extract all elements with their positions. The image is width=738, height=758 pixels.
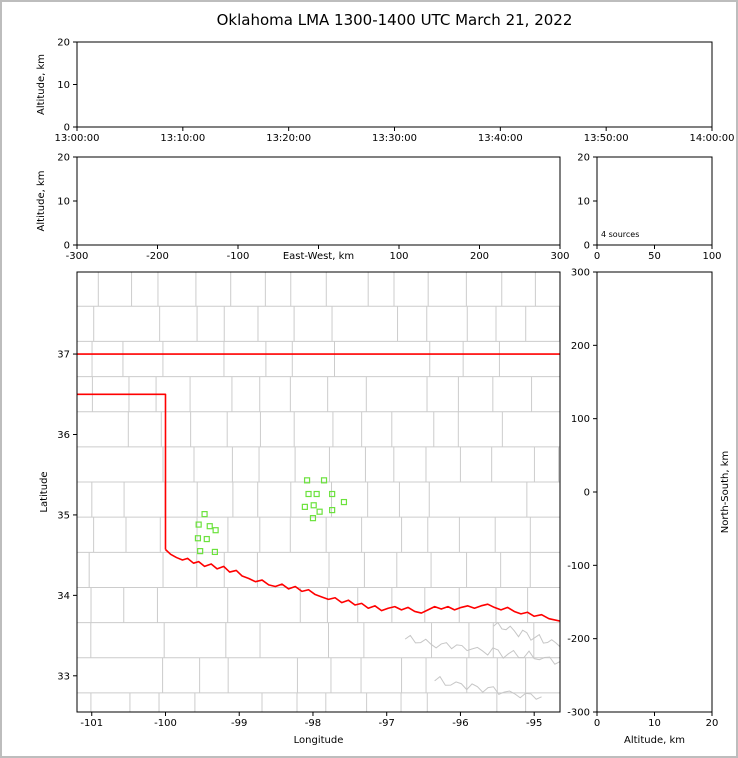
eastwest-axis-label: East-West, km bbox=[283, 251, 354, 262]
panel-source-histogram bbox=[596, 156, 713, 246]
latitude-axis-label: Latitude bbox=[39, 471, 50, 512]
state-borders bbox=[77, 353, 560, 622]
x-tick-label: 0 bbox=[594, 718, 600, 729]
lma-source-marker bbox=[310, 502, 317, 509]
x-tick-label: 100 bbox=[702, 251, 721, 262]
red-river-border bbox=[164, 548, 560, 622]
lma-source-marker bbox=[329, 490, 336, 498]
y-tick-label: -200 bbox=[567, 634, 590, 645]
lma-source-marker bbox=[203, 535, 210, 543]
y-tick-label: -100 bbox=[567, 561, 590, 572]
y-tick-label: 0 bbox=[64, 123, 70, 134]
y-tick-label: 0 bbox=[584, 241, 590, 252]
lma-source-marker bbox=[194, 535, 202, 542]
lma-source-marker bbox=[206, 523, 213, 530]
panel-time-altitude bbox=[76, 41, 713, 128]
y-tick-label: 33 bbox=[57, 671, 70, 682]
y-tick-label: 0 bbox=[64, 241, 70, 252]
panel-plan-view bbox=[76, 271, 561, 713]
x-tick-label: -98 bbox=[305, 718, 321, 729]
time-tick-label: 13:20:00 bbox=[266, 133, 311, 144]
time-tick-label: 13:30:00 bbox=[372, 133, 417, 144]
x-tick-label: 100 bbox=[389, 251, 408, 262]
altitude-axis-label: Altitude, km bbox=[36, 171, 47, 232]
longitude-axis-label: Longitude bbox=[294, 735, 344, 746]
x-tick-label: -99 bbox=[231, 718, 247, 729]
x-tick-label: -101 bbox=[80, 718, 103, 729]
x-tick-label: -200 bbox=[146, 251, 169, 262]
source-count-annotation: 4 sources bbox=[601, 230, 639, 239]
altitude-axis-label: Altitude, km bbox=[36, 54, 47, 115]
y-tick-label: 200 bbox=[571, 341, 590, 352]
map-layers bbox=[77, 272, 560, 712]
panel-eastwest-altitude bbox=[76, 156, 561, 246]
lma-source-marker bbox=[316, 508, 323, 515]
x-tick-label: -300 bbox=[66, 251, 89, 262]
x-tick-label: 10 bbox=[648, 718, 661, 729]
x-tick-label: 0 bbox=[594, 251, 600, 262]
y-tick-label: 36 bbox=[57, 430, 70, 441]
lma-source-marker bbox=[212, 527, 219, 534]
figure-title: Oklahoma LMA 1300-1400 UTC March 21, 202… bbox=[216, 11, 573, 29]
texas-panhandle-border bbox=[77, 393, 167, 550]
x-tick-label: -97 bbox=[379, 718, 395, 729]
y-tick-label: 100 bbox=[571, 414, 590, 425]
x-tick-label: -96 bbox=[452, 718, 468, 729]
y-tick-label: 20 bbox=[57, 153, 70, 164]
x-tick-label: 300 bbox=[550, 251, 569, 262]
x-tick-label: 200 bbox=[470, 251, 489, 262]
time-tick-label: 13:10:00 bbox=[160, 133, 205, 144]
time-tick-label: 13:50:00 bbox=[584, 133, 629, 144]
lma-source-marker bbox=[329, 506, 336, 514]
x-tick-label: -100 bbox=[227, 251, 250, 262]
lma-source-marker bbox=[301, 503, 308, 510]
river-line bbox=[493, 621, 560, 648]
lma-source-marker bbox=[309, 515, 317, 522]
time-tick-label: 13:00:00 bbox=[55, 133, 100, 144]
x-tick-label: 50 bbox=[648, 251, 661, 262]
y-tick-label: 20 bbox=[577, 153, 590, 164]
county-boundaries bbox=[77, 272, 560, 712]
lma-source-marker bbox=[340, 498, 348, 506]
x-tick-label: 20 bbox=[706, 718, 719, 729]
time-tick-label: 13:40:00 bbox=[478, 133, 523, 144]
lma-source-marker bbox=[201, 511, 208, 518]
lma-source-marker bbox=[313, 490, 320, 498]
river-line bbox=[434, 675, 542, 700]
y-tick-label: 34 bbox=[57, 591, 70, 602]
y-tick-label: 300 bbox=[571, 268, 590, 279]
x-tick-label: -100 bbox=[154, 718, 177, 729]
northsouth-axis-label: North-South, km bbox=[720, 451, 731, 534]
lma-source-marker bbox=[195, 521, 202, 528]
time-tick-label: 14:00:00 bbox=[690, 133, 735, 144]
y-tick-label: 10 bbox=[577, 197, 590, 208]
lma-source-marker bbox=[320, 477, 328, 484]
y-tick-label: 20 bbox=[57, 38, 70, 49]
river-line bbox=[404, 634, 560, 665]
panel-altitude-northsouth bbox=[596, 271, 713, 713]
lma-sources bbox=[194, 477, 348, 556]
altitude-axis-label: Altitude, km bbox=[624, 735, 685, 746]
y-tick-label: 10 bbox=[57, 80, 70, 91]
y-tick-label: -300 bbox=[567, 708, 590, 719]
lma-source-marker bbox=[303, 477, 311, 484]
x-tick-label: -95 bbox=[526, 718, 542, 729]
y-tick-label: 0 bbox=[584, 488, 590, 499]
lma-source-marker bbox=[305, 490, 312, 498]
y-tick-label: 37 bbox=[57, 350, 70, 361]
y-tick-label: 10 bbox=[57, 197, 70, 208]
y-tick-label: 35 bbox=[57, 510, 70, 521]
lma-source-marker bbox=[197, 548, 204, 555]
river-lines bbox=[404, 621, 560, 700]
lma-source-marker bbox=[211, 548, 218, 556]
